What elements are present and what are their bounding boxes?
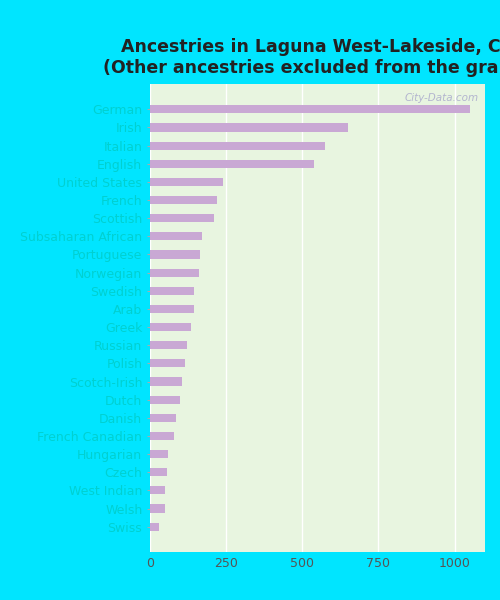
Bar xyxy=(150,305,194,313)
Bar xyxy=(150,468,167,476)
Bar xyxy=(150,341,186,349)
Bar xyxy=(150,395,180,404)
Bar xyxy=(150,250,200,259)
Bar xyxy=(150,414,176,422)
Bar xyxy=(150,486,165,494)
Bar xyxy=(150,505,164,512)
Bar xyxy=(150,214,214,222)
Title: Ancestries in Laguna West-Lakeside, CA
(Other ancestries excluded from the graph: Ancestries in Laguna West-Lakeside, CA (… xyxy=(104,38,500,77)
Bar xyxy=(150,142,325,150)
Bar xyxy=(150,377,182,386)
Bar xyxy=(150,178,223,186)
Bar xyxy=(150,160,314,168)
Bar xyxy=(150,269,198,277)
Bar xyxy=(150,287,194,295)
Bar xyxy=(150,105,470,113)
Bar xyxy=(150,196,217,204)
Bar xyxy=(150,232,202,241)
Bar xyxy=(150,523,159,531)
Bar xyxy=(150,359,185,367)
Bar xyxy=(150,124,348,131)
Bar xyxy=(150,323,191,331)
Text: City-Data.com: City-Data.com xyxy=(404,94,478,103)
Bar xyxy=(150,432,174,440)
Bar xyxy=(150,450,169,458)
